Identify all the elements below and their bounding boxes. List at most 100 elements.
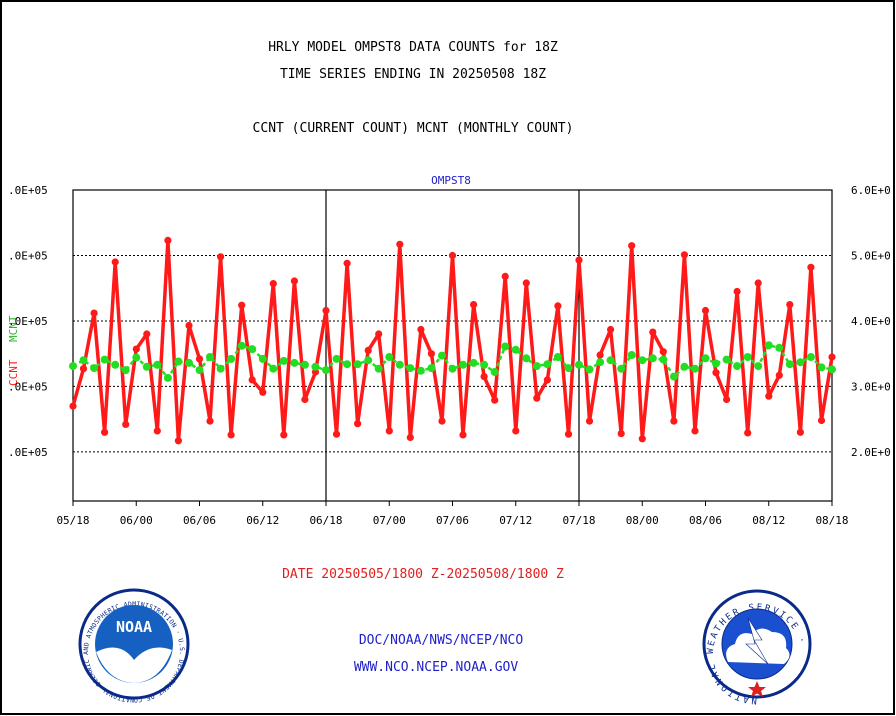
- data-point-mcnt: [163, 373, 172, 382]
- data-point-mcnt: [395, 360, 404, 369]
- data-point-ccnt: [564, 430, 573, 438]
- data-point-ccnt: [354, 420, 362, 428]
- x-tick-label: 08/00: [626, 514, 659, 527]
- data-point-ccnt: [554, 302, 562, 310]
- data-point-ccnt: [79, 365, 88, 373]
- data-point-mcnt: [322, 366, 330, 375]
- x-tick-label: 06/12: [246, 514, 279, 527]
- y-tick-label-left: .0E+05: [8, 446, 48, 459]
- data-point-mcnt: [648, 354, 657, 363]
- x-tick-label: 07/06: [436, 514, 469, 527]
- data-point-ccnt: [385, 427, 393, 435]
- y-tick-label-left: .0E+05: [8, 184, 48, 197]
- data-point-ccnt: [607, 325, 615, 334]
- data-point-mcnt: [195, 366, 204, 375]
- data-point-mcnt: [617, 364, 626, 373]
- data-point-mcnt: [142, 362, 151, 371]
- data-point-ccnt: [143, 330, 151, 338]
- data-point-ccnt: [712, 369, 720, 377]
- data-point-ccnt: [744, 429, 752, 437]
- data-point-mcnt: [553, 353, 562, 361]
- data-point-mcnt: [121, 366, 130, 375]
- url-line: WWW.NCO.NCEP.NOAA.GOV: [354, 660, 519, 675]
- data-point-mcnt: [680, 362, 689, 371]
- data-point-mcnt: [817, 363, 826, 372]
- data-point-mcnt: [111, 360, 120, 369]
- data-point-mcnt: [406, 364, 415, 373]
- data-point-mcnt: [669, 372, 678, 381]
- data-point-ccnt: [691, 427, 699, 435]
- data-point-ccnt: [733, 287, 741, 296]
- x-tick-label: 05/18: [56, 514, 89, 527]
- data-point-mcnt: [511, 345, 520, 354]
- series-layer: [69, 236, 836, 445]
- data-point-ccnt: [217, 253, 225, 261]
- data-point-mcnt: [279, 356, 288, 365]
- data-point-ccnt: [290, 277, 298, 285]
- nws-lightning-icon: [745, 617, 769, 665]
- x-tick-label: 06/06: [183, 514, 216, 527]
- y-tick-label-right: 6.0E+0: [851, 184, 891, 197]
- data-point-ccnt: [670, 417, 678, 425]
- data-point-ccnt: [585, 417, 594, 425]
- data-point-ccnt: [111, 258, 119, 266]
- data-point-ccnt: [195, 355, 204, 363]
- data-point-mcnt: [480, 360, 489, 369]
- data-point-mcnt: [269, 364, 278, 373]
- data-point-ccnt: [786, 301, 794, 309]
- data-point-mcnt: [185, 358, 193, 367]
- data-point-ccnt: [659, 348, 667, 356]
- data-point-ccnt: [375, 330, 383, 338]
- y-axis-right: 6.0E+0 5.0E+0 4.0E+0 3.0E+0 2.0E+0: [851, 184, 891, 459]
- y-tick-label-left: .0E+05: [8, 249, 48, 262]
- y-axis-left: .0E+05 .0E+05 .0E+05 .0E+05 .0E+05: [8, 184, 48, 459]
- x-tick-label: 06/00: [120, 514, 153, 527]
- data-point-ccnt: [417, 325, 425, 334]
- data-point-mcnt: [712, 359, 720, 368]
- data-point-mcnt: [248, 345, 257, 354]
- left-axis-label-ccnt: CCNT: [7, 359, 20, 386]
- data-point-mcnt: [764, 341, 773, 350]
- data-point-ccnt: [174, 437, 182, 445]
- data-point-ccnt: [122, 420, 130, 428]
- left-axis-label-mcnt: MCNT: [7, 315, 20, 342]
- data-point-mcnt: [459, 360, 467, 369]
- x-tick-label: 08/12: [752, 514, 785, 527]
- date-range: DATE 20250505/1800 Z-20250508/1800 Z: [282, 567, 564, 582]
- data-point-mcnt: [311, 362, 320, 371]
- data-point-mcnt: [100, 355, 109, 364]
- data-point-ccnt: [796, 428, 805, 436]
- data-point-mcnt: [438, 351, 446, 360]
- data-point-ccnt: [448, 251, 457, 260]
- data-point-ccnt: [596, 351, 604, 359]
- data-point-mcnt: [743, 353, 752, 361]
- data-point-ccnt: [164, 236, 172, 244]
- data-point-mcnt: [300, 360, 309, 369]
- data-point-ccnt: [470, 301, 478, 309]
- data-point-mcnt: [701, 354, 710, 363]
- data-point-ccnt: [185, 321, 193, 330]
- data-point-mcnt: [353, 360, 362, 369]
- data-point-mcnt: [785, 360, 794, 369]
- data-point-ccnt: [701, 306, 710, 315]
- data-point-ccnt: [259, 388, 267, 396]
- data-point-ccnt: [765, 392, 773, 400]
- data-point-ccnt: [406, 433, 414, 442]
- data-point-mcnt: [806, 353, 815, 361]
- data-point-mcnt: [775, 343, 784, 352]
- day-separators: [325, 190, 580, 501]
- data-point-ccnt: [206, 417, 214, 425]
- data-point-mcnt: [543, 360, 552, 369]
- data-point-ccnt: [343, 259, 351, 267]
- data-point-mcnt: [416, 366, 425, 375]
- data-point-ccnt: [723, 395, 731, 404]
- data-point-mcnt: [343, 360, 352, 369]
- data-point-ccnt: [322, 306, 330, 315]
- subtitle: CCNT (CURRENT COUNT) MCNT (MONTHLY COUNT…: [253, 121, 574, 136]
- data-point-mcnt: [174, 357, 183, 366]
- data-point-mcnt: [427, 364, 436, 373]
- data-point-mcnt: [575, 360, 583, 369]
- data-point-ccnt: [101, 428, 109, 436]
- data-point-mcnt: [606, 356, 615, 365]
- data-point-ccnt: [438, 417, 446, 425]
